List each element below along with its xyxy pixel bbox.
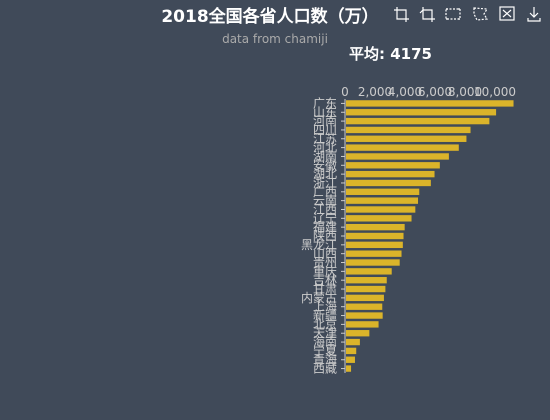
clear-select-icon[interactable] — [499, 6, 515, 21]
x-tick-label: 8,000 — [448, 85, 482, 99]
bar[interactable] — [346, 347, 357, 355]
bar[interactable] — [346, 206, 416, 213]
bar[interactable] — [346, 259, 400, 266]
bar[interactable] — [346, 241, 403, 249]
category-label: 福建 — [313, 219, 337, 234]
bar[interactable] — [346, 135, 467, 142]
zoom-icon[interactable] — [394, 7, 409, 22]
bar[interactable] — [346, 109, 497, 116]
bar[interactable] — [346, 162, 440, 169]
bar[interactable] — [346, 294, 384, 302]
category-label: 新疆 — [313, 308, 337, 323]
category-label: 陕西 — [313, 228, 337, 243]
category-label: 上海 — [313, 299, 337, 314]
category-label: 山西 — [313, 247, 337, 261]
plot-area: 0 2,0004,0006,0008,00010,000广东山东河南四川江苏河北湖… — [301, 85, 516, 376]
bar[interactable] — [346, 365, 352, 372]
bar[interactable] — [346, 312, 383, 319]
bar[interactable] — [346, 117, 490, 125]
x-tick-label: 6,000 — [418, 85, 452, 99]
bar[interactable] — [346, 188, 420, 195]
bar[interactable] — [346, 277, 387, 284]
x-tick-label: 2,000 — [358, 85, 392, 99]
bar[interactable] — [346, 215, 412, 222]
bar[interactable] — [346, 250, 402, 257]
category-label: 重庆 — [313, 264, 337, 278]
category-label: 江西 — [313, 202, 337, 216]
category-label: 西藏 — [313, 362, 337, 376]
bar[interactable] — [346, 303, 383, 310]
x-tick-label: 10,000 — [474, 85, 516, 99]
category-label: 四川 — [313, 123, 337, 137]
category-label: 黑龙江 — [301, 238, 337, 252]
category-label: 河北 — [313, 141, 337, 155]
category-label: 浙江 — [313, 176, 337, 190]
category-label: 广西 — [313, 185, 337, 199]
average-label: 平均: 4175 — [349, 45, 432, 63]
category-label: 海南 — [313, 334, 337, 349]
category-label: 青海 — [313, 352, 337, 367]
bar[interactable] — [346, 223, 405, 231]
bar[interactable] — [346, 144, 459, 151]
category-label: 北京 — [313, 317, 337, 331]
bar[interactable] — [346, 232, 404, 240]
bar[interactable] — [346, 268, 392, 275]
category-label: 山东 — [313, 105, 337, 119]
category-label: 宁夏 — [313, 343, 337, 358]
zoom-reset-icon[interactable] — [419, 7, 435, 22]
category-label: 湖北 — [313, 166, 337, 181]
bar[interactable] — [346, 170, 435, 178]
bar[interactable] — [346, 126, 471, 134]
chart-title: 2018全国各省人口数（万） — [161, 6, 378, 27]
category-label: 河南 — [313, 113, 337, 128]
bar[interactable] — [346, 285, 386, 293]
lasso-select-icon[interactable] — [473, 7, 489, 21]
category-label: 云南 — [313, 193, 337, 208]
bar[interactable] — [346, 321, 379, 328]
category-label: 广东 — [313, 96, 337, 110]
category-label: 吉林 — [313, 273, 337, 287]
rect-select-icon[interactable] — [445, 8, 461, 20]
bar[interactable] — [346, 356, 355, 363]
toolbox — [394, 6, 541, 22]
bar[interactable] — [346, 153, 449, 160]
bar[interactable] — [346, 197, 419, 204]
category-label: 安徽 — [313, 157, 337, 172]
bar[interactable] — [346, 338, 360, 346]
category-label: 辽宁 — [313, 210, 337, 225]
download-icon[interactable] — [527, 7, 541, 22]
bar[interactable] — [346, 100, 514, 107]
category-label: 内蒙古 — [301, 290, 337, 305]
category-label: 湖南 — [313, 148, 337, 163]
x-tick-label: 4,000 — [388, 85, 422, 99]
category-label: 贵州 — [313, 256, 337, 270]
bar[interactable] — [346, 330, 370, 337]
x-tick-label: 0 — [341, 85, 349, 99]
category-label: 甘肃 — [313, 282, 337, 296]
category-label: 江苏 — [313, 132, 337, 146]
bar[interactable] — [346, 179, 431, 187]
category-label: 天津 — [313, 326, 337, 340]
chart-subtitle: data from chamiji — [222, 32, 328, 46]
